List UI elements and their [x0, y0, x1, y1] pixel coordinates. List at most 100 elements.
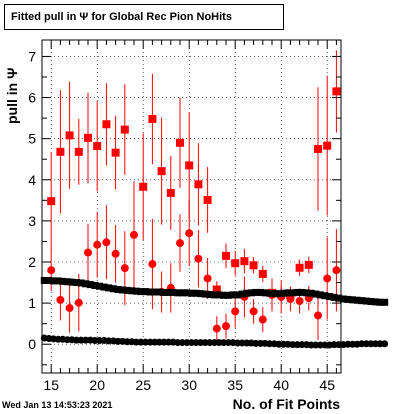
data-point-square [139, 182, 148, 191]
data-point-square [169, 288, 177, 296]
data-point-square [304, 260, 313, 269]
data-point-square [344, 295, 352, 303]
data-point-square [224, 291, 232, 299]
data-point-square [211, 291, 218, 299]
data-point-square [102, 120, 111, 129]
data-point-square [321, 292, 329, 300]
data-point-circle [93, 240, 102, 249]
data-point-square [188, 289, 195, 297]
data-point-square [146, 288, 154, 296]
data-point-square [45, 277, 53, 284]
data-point-circle [314, 311, 322, 320]
x-tick-label: 20 [89, 377, 105, 393]
data-point-square [47, 197, 56, 206]
data-point-circle [74, 298, 83, 307]
data-point-square [247, 289, 255, 297]
data-point-square [293, 288, 301, 296]
data-point-square [367, 297, 375, 305]
data-point-square [372, 298, 379, 306]
y-tick-label: 4 [28, 172, 36, 188]
data-point-circle [258, 315, 267, 324]
data-point-square [132, 287, 140, 295]
data-point-square [165, 288, 172, 296]
data-point-circle [323, 274, 332, 283]
data-point-square [280, 289, 287, 297]
data-point-square [178, 289, 186, 297]
data-point-square [376, 298, 384, 306]
y-tick-label: 6 [28, 90, 36, 106]
data-point-square [54, 277, 62, 285]
data-point-square [330, 293, 338, 301]
data-point-square [166, 188, 175, 197]
data-point-square [220, 291, 228, 299]
data-point-square [123, 286, 131, 294]
data-point-circle [249, 307, 258, 316]
data-point-circle [381, 340, 389, 348]
data-point-square [197, 290, 205, 298]
data-point-square [82, 280, 90, 288]
data-point-square [284, 289, 292, 297]
y-tick-label: 0 [28, 336, 36, 352]
data-point-square [174, 289, 182, 297]
y-tick-label: 1 [28, 295, 36, 311]
data-point-circle [176, 239, 184, 248]
y-axis-label: pull in Ψ [4, 67, 20, 124]
data-point-square [148, 114, 157, 123]
data-point-square [298, 288, 306, 296]
data-point-square [96, 282, 103, 290]
x-tick-label: 30 [181, 377, 197, 393]
data-point-square [65, 131, 74, 140]
data-point-square [381, 298, 389, 306]
data-point-square [155, 288, 163, 296]
data-point-square [261, 289, 269, 297]
data-point-square [234, 291, 241, 299]
x-tick-label: 25 [135, 377, 151, 393]
data-point-square [270, 290, 278, 298]
data-point-circle [185, 229, 194, 238]
data-point-square [183, 289, 191, 297]
data-point-circle [111, 249, 120, 258]
data-point-square [339, 295, 347, 303]
y-tick-label: 7 [28, 48, 36, 64]
data-point-square [74, 147, 83, 156]
data-point-square [77, 279, 85, 287]
data-point-square [312, 290, 320, 298]
data-point-square [201, 290, 209, 298]
data-point-square [326, 293, 333, 301]
data-point-square [314, 144, 322, 153]
data-point-square [257, 288, 264, 296]
data-point-square [105, 284, 113, 292]
y-tick-label: 5 [28, 131, 36, 147]
data-point-square [63, 278, 71, 286]
data-point-square [194, 180, 203, 189]
x-tick-label: 35 [227, 377, 243, 393]
data-point-square [84, 133, 92, 142]
data-point-circle [56, 295, 65, 304]
data-point-square [203, 195, 212, 204]
data-point-square [323, 141, 332, 150]
data-point-square [160, 288, 168, 296]
data-point-circle [102, 238, 111, 247]
data-markers [40, 87, 389, 349]
plot-frame [41, 39, 342, 374]
x-tick-label: 45 [319, 377, 335, 393]
data-point-square [289, 289, 297, 297]
data-point-square [275, 290, 283, 298]
data-point-square [303, 289, 310, 297]
data-point-square [229, 291, 237, 299]
data-point-square [335, 294, 343, 302]
data-point-circle [120, 264, 129, 273]
x-tick-label: 40 [273, 377, 289, 393]
y-tick-label: 2 [28, 254, 36, 270]
data-point-circle [203, 274, 212, 283]
data-point-square [266, 289, 274, 297]
x-axis-label: No. of Fit Points [232, 396, 340, 412]
data-point-square [362, 297, 370, 305]
data-point-square [316, 291, 324, 299]
data-point-square [238, 290, 246, 298]
data-point-circle [148, 260, 157, 269]
data-point-square [56, 147, 65, 156]
data-point-square [307, 289, 315, 297]
